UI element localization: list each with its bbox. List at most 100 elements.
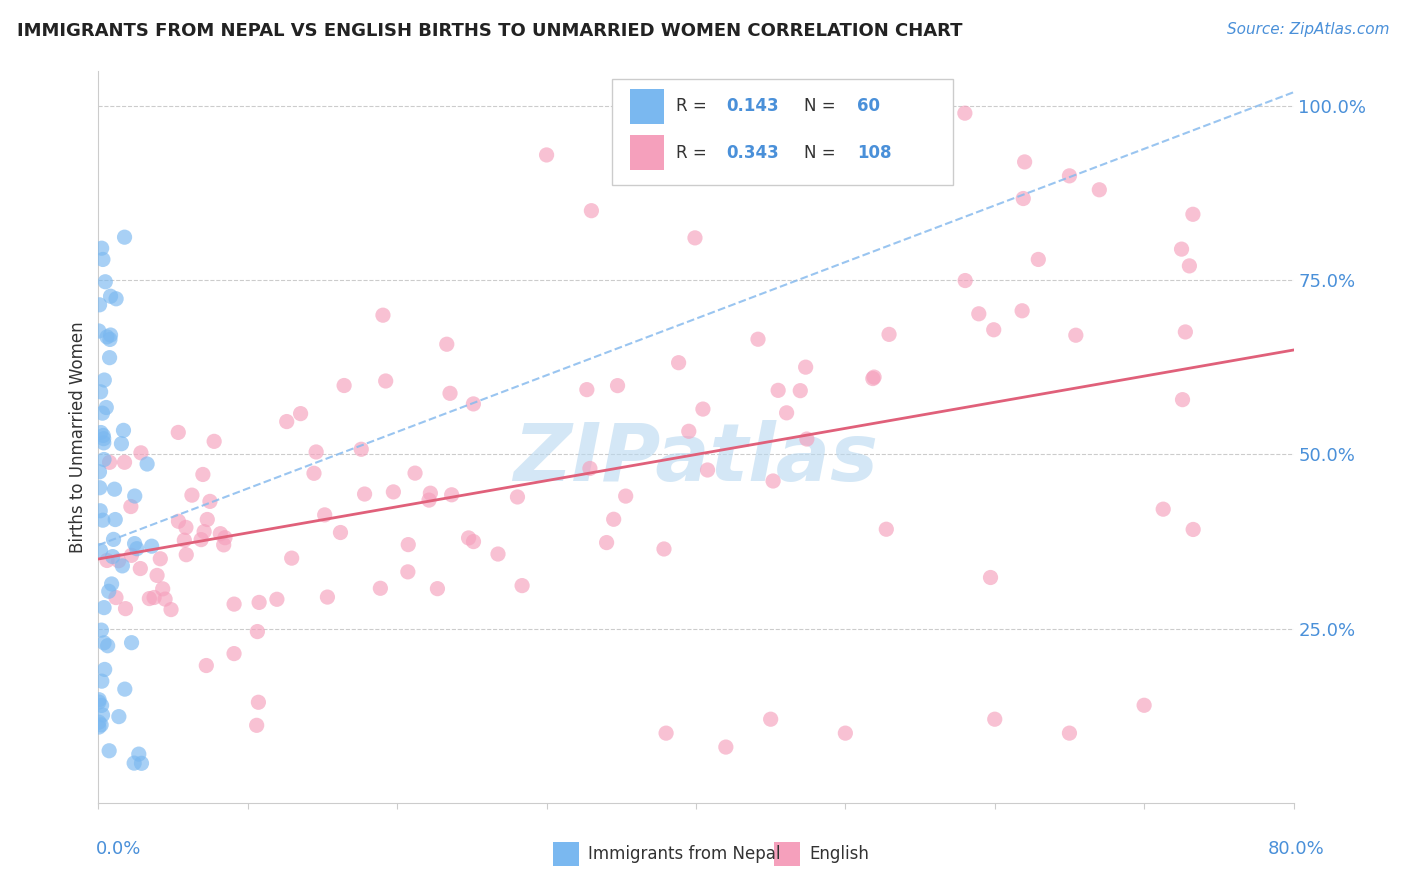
Point (89, 504, 111, 518)
Point (222, 597, 245, 611)
Point (129, 561, 152, 575)
Point (316, 590, 339, 604)
Point (404, 466, 426, 480)
Point (110, 436, 132, 450)
Text: English: English (810, 845, 869, 863)
Point (195, 658, 218, 673)
Point (668, 356, 690, 370)
Point (91, 428, 114, 442)
Point (506, 490, 529, 504)
Point (114, 455, 136, 469)
Point (766, 384, 789, 398)
Point (136, 457, 159, 471)
Text: R =: R = (676, 144, 711, 161)
Point (96, 401, 118, 415)
Point (382, 484, 405, 499)
Point (266, 592, 288, 607)
Point (350, 442, 373, 457)
Point (789, 384, 811, 398)
Point (190, 533, 212, 547)
Point (90, 425, 112, 440)
Point (96, 553, 118, 567)
Point (418, 493, 440, 508)
Point (1170, 242, 1192, 256)
Point (247, 595, 270, 609)
Point (419, 486, 441, 500)
Text: N =: N = (804, 144, 841, 161)
Point (125, 541, 148, 556)
Point (87, 695, 110, 709)
Point (246, 718, 269, 732)
Point (486, 547, 509, 561)
Point (152, 582, 174, 596)
Point (104, 512, 127, 526)
Point (276, 415, 298, 429)
Point (1059, 726, 1081, 740)
Point (353, 487, 375, 501)
Point (98, 455, 121, 469)
Point (908, 120, 931, 134)
Point (305, 445, 328, 459)
Point (91, 513, 114, 527)
Point (121, 636, 143, 650)
Point (114, 601, 136, 615)
Point (579, 461, 602, 475)
Point (714, 740, 737, 755)
Point (426, 582, 449, 596)
Point (794, 360, 817, 375)
Point (107, 554, 129, 568)
Point (510, 579, 533, 593)
Point (100, 577, 122, 591)
Point (90, 698, 112, 713)
Point (575, 383, 598, 397)
Point (91, 708, 114, 723)
Point (1059, 169, 1081, 183)
Text: IMMIGRANTS FROM NEPAL VS ENGLISH BIRTHS TO UNMARRIED WOMEN CORRELATION CHART: IMMIGRANTS FROM NEPAL VS ENGLISH BIRTHS … (17, 22, 962, 40)
Point (167, 514, 190, 528)
Point (96, 330, 118, 344)
Point (91, 252, 114, 267)
Point (371, 308, 394, 322)
Point (374, 374, 396, 388)
Point (396, 538, 419, 552)
Point (103, 482, 125, 496)
Point (198, 494, 221, 508)
Point (877, 327, 900, 342)
Point (89, 481, 111, 495)
Point (834, 726, 856, 740)
Point (440, 488, 463, 502)
Point (696, 463, 718, 477)
Point (98, 351, 121, 365)
Point (370, 582, 392, 596)
Point (97, 639, 120, 653)
Point (214, 531, 236, 545)
Point (90, 384, 112, 399)
Point (202, 434, 225, 449)
Point (1064, 328, 1087, 343)
Point (1014, 155, 1036, 169)
Point (129, 446, 152, 460)
Point (160, 602, 183, 616)
Point (967, 307, 990, 321)
Point (87, 692, 110, 706)
Point (87, 720, 110, 734)
Point (114, 230, 136, 244)
Point (103, 533, 125, 547)
Point (173, 533, 195, 548)
Point (775, 406, 797, 420)
Point (108, 709, 131, 723)
Text: 0.343: 0.343 (725, 144, 779, 161)
Point (90, 241, 112, 255)
Point (114, 682, 136, 697)
Point (91, 406, 114, 420)
Point (93, 662, 115, 676)
Point (863, 370, 886, 384)
Text: Source: ZipAtlas.com: Source: ZipAtlas.com (1226, 22, 1389, 37)
Point (149, 551, 172, 566)
Point (984, 712, 1007, 726)
FancyBboxPatch shape (553, 842, 579, 866)
Point (862, 371, 884, 385)
Point (606, 378, 628, 392)
Point (1182, 523, 1205, 537)
Point (120, 500, 142, 514)
